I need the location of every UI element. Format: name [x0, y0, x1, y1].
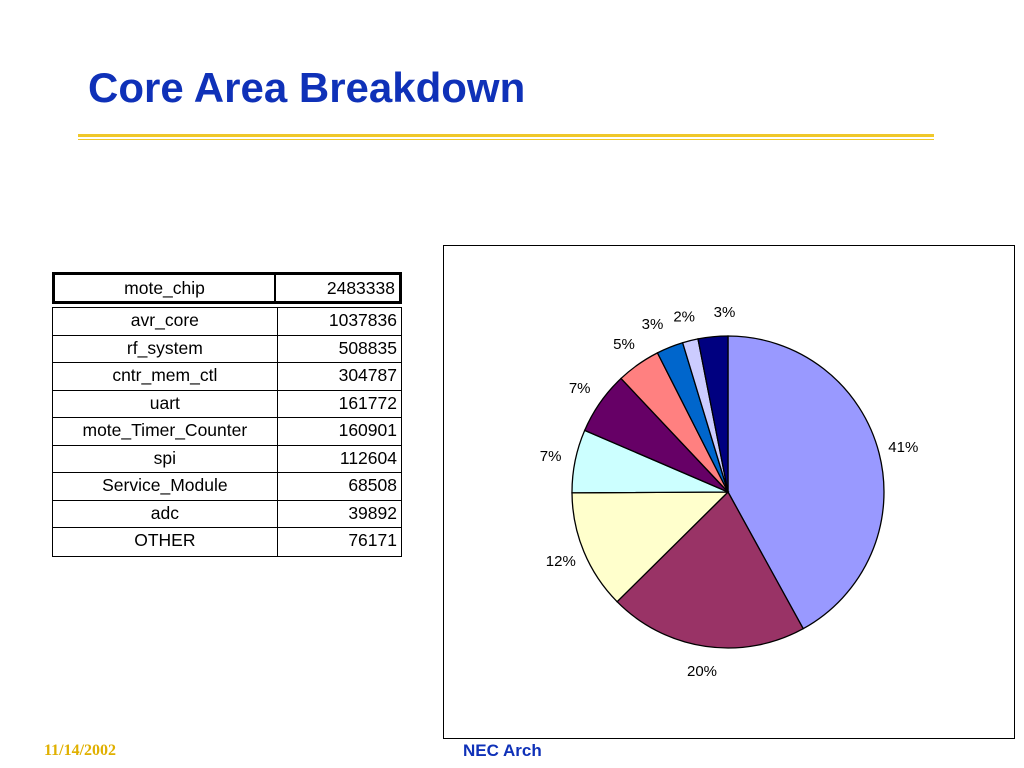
- table-row: OTHER 76171: [53, 528, 401, 556]
- footer-date: 11/14/2002: [44, 742, 117, 759]
- table-header-name: mote_chip: [55, 275, 277, 301]
- pie-slice-rf-system: [616, 490, 805, 649]
- pie-label-mote-timer-counter: 7%: [569, 380, 591, 397]
- pie-slice-cntr-mem-ctl: [571, 491, 730, 603]
- pie-slice-avr-core: [727, 335, 885, 630]
- title-divider: [78, 134, 934, 137]
- table-row: uart 161772: [53, 390, 401, 418]
- table-cell-value: 304787: [338, 365, 397, 385]
- table-body: avr_core 1037836 rf_system 508835 cntr_m…: [52, 307, 402, 557]
- pie-label-rf-system: 20%: [687, 663, 717, 680]
- table-row: adc 39892: [53, 500, 401, 528]
- table-cell-name: adc: [53, 500, 278, 527]
- table-cell-name: cntr_mem_ctl: [53, 363, 278, 390]
- title-divider-thin: [78, 139, 934, 140]
- table-cell-name: spi: [53, 445, 278, 472]
- table-row: spi 112604: [53, 445, 401, 473]
- pie-label-adc: 2%: [673, 308, 695, 325]
- table-row: cntr_mem_ctl 304787: [53, 363, 401, 391]
- pie-chart-frame: 41% 20% 12% 7% 7% 5% 3% 2% 3%: [443, 245, 1015, 739]
- table-row: Service_Module 68508: [53, 473, 401, 501]
- pie-label-uart: 7%: [540, 448, 562, 465]
- table-cell-value: 76171: [348, 530, 397, 550]
- table-cell-value: 39892: [348, 502, 397, 523]
- table-cell-value: 508835: [338, 337, 397, 358]
- table-cell-name: mote_Timer_Counter: [53, 418, 278, 445]
- pie-label-spi: 5%: [613, 336, 635, 353]
- pie-label-avr-core: 41%: [888, 439, 918, 456]
- footer-title: NEC Arch: [463, 741, 542, 760]
- slide-title: Core Area Breakdown: [88, 64, 526, 111]
- table-header-value: 2483338: [326, 278, 395, 298]
- table-cell-value: 1037836: [328, 310, 397, 330]
- area-table: mote_chip 2483338 avr_core 1037836 rf_sy…: [52, 272, 402, 557]
- table-cell-value: 160901: [338, 420, 397, 440]
- table-row: mote_Timer_Counter 160901: [53, 418, 401, 446]
- table-cell-value: 161772: [338, 392, 397, 413]
- pie-slice-other: [697, 335, 729, 493]
- table-row: rf_system 508835: [53, 335, 401, 363]
- table-row: avr_core 1037836: [53, 308, 401, 336]
- table-cell-value: 68508: [348, 475, 397, 495]
- table-cell-name: avr_core: [53, 308, 278, 335]
- table-cell-name: uart: [53, 390, 278, 417]
- pie-label-service-module: 3%: [642, 316, 664, 333]
- pie-chart: 41% 20% 12% 7% 7% 5% 3% 2% 3%: [540, 304, 919, 680]
- table-header-row: mote_chip 2483338: [52, 272, 402, 304]
- table-cell-name: OTHER: [53, 528, 278, 556]
- table-cell-name: rf_system: [53, 335, 278, 362]
- table-cell-value: 112604: [339, 447, 397, 468]
- table-cell-name: Service_Module: [53, 473, 278, 500]
- pie-label-other: 3%: [714, 304, 736, 321]
- pie-label-cntr-mem-ctl: 12%: [546, 553, 576, 570]
